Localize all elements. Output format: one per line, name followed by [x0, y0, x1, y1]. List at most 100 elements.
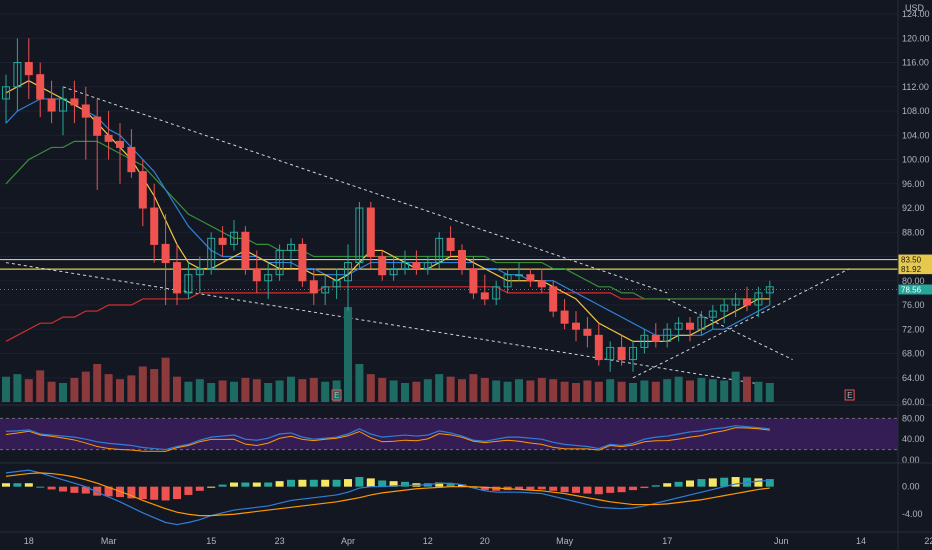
candle-body[interactable] [720, 304, 729, 312]
candle-body[interactable] [640, 334, 649, 348]
macd-histogram-bar [594, 486, 603, 495]
candle-body[interactable] [13, 62, 22, 88]
candle-body[interactable] [275, 249, 284, 276]
candle-body[interactable] [537, 280, 546, 288]
candle-body[interactable] [765, 286, 774, 294]
macd-histogram-bar [70, 486, 79, 493]
candle-body[interactable] [298, 243, 307, 282]
candle-body[interactable] [81, 104, 90, 118]
volume-bar [230, 381, 238, 402]
candle-body[interactable] [446, 237, 455, 251]
candle-body[interactable] [469, 268, 478, 294]
candle-body[interactable] [344, 262, 352, 282]
candle-body[interactable] [594, 334, 603, 361]
candle-body[interactable] [435, 237, 444, 264]
candle-body[interactable] [674, 322, 683, 330]
candle-body[interactable] [708, 310, 717, 318]
candle-body[interactable] [526, 274, 535, 282]
candle-body[interactable] [321, 286, 330, 294]
candle-body[interactable] [606, 346, 615, 361]
candle-body[interactable] [401, 262, 409, 270]
candle-body[interactable] [230, 231, 238, 245]
candle-body[interactable] [150, 207, 159, 245]
candle-body[interactable] [560, 310, 569, 324]
earnings-marker-label: E [334, 391, 339, 400]
earnings-marker[interactable] [331, 389, 342, 401]
candle-body[interactable] [378, 256, 387, 276]
macd-histogram-bar [515, 486, 523, 490]
candle-body[interactable] [127, 146, 136, 173]
candle-body[interactable] [458, 249, 466, 270]
candle-body[interactable] [572, 322, 580, 330]
candle-body[interactable] [241, 231, 250, 270]
candle-body[interactable] [184, 274, 193, 294]
candle-body[interactable] [2, 86, 10, 100]
candle-body[interactable] [138, 171, 147, 209]
candle-body[interactable] [366, 207, 375, 258]
macd-histogram-bar [161, 486, 170, 501]
candle-body[interactable] [480, 292, 489, 300]
candle-body[interactable] [651, 334, 660, 342]
volume-bar [195, 379, 204, 402]
macd-histogram-bar [309, 479, 318, 487]
candle-body[interactable] [207, 237, 216, 270]
candle-body[interactable] [24, 62, 33, 76]
candle-body[interactable] [549, 286, 558, 312]
macd-histogram-bar [2, 483, 10, 487]
rsi-pane[interactable]: 80.00 40.00 0.00 [0, 404, 932, 465]
candle-body[interactable] [731, 298, 740, 306]
candle-body[interactable] [743, 298, 751, 306]
candle-body[interactable] [264, 274, 273, 282]
macd-histogram-bar [332, 479, 341, 487]
volume-bar [309, 377, 318, 402]
candle-body[interactable] [629, 346, 637, 361]
candle-body[interactable] [59, 98, 67, 112]
price-axis[interactable]: USD 124.00 120.00 116.00 112.00 108.00 104.00… [898, 3, 932, 407]
price-tick-label: 60.00 [902, 397, 925, 407]
price-tick-label: 116.00 [902, 58, 929, 68]
candle-body[interactable] [412, 262, 421, 270]
candle-body[interactable] [70, 98, 79, 106]
candle-body[interactable] [309, 280, 318, 294]
candle-body[interactable] [583, 328, 592, 336]
volume-bar [332, 380, 341, 402]
candle-body[interactable] [287, 243, 295, 251]
candle-body[interactable] [93, 116, 102, 136]
volume-bar [446, 376, 455, 402]
candle-body[interactable] [116, 140, 124, 148]
volume-bar [298, 379, 307, 402]
volume-bar [765, 383, 774, 402]
candle-body[interactable] [173, 262, 181, 294]
candle-body[interactable] [355, 207, 364, 264]
candle-body[interactable] [47, 98, 56, 112]
candle-body[interactable] [36, 74, 45, 100]
candle-body[interactable] [492, 286, 501, 300]
volume-bar [47, 381, 56, 402]
candle-body[interactable] [617, 346, 626, 361]
price-tick-label: 64.00 [902, 373, 925, 383]
candle-body[interactable] [195, 268, 204, 276]
candle-body[interactable] [754, 292, 763, 306]
price-tick-label: 92.00 [902, 203, 925, 213]
candle-body[interactable] [161, 243, 170, 264]
candle-body[interactable] [104, 134, 113, 142]
candle-body[interactable] [503, 274, 512, 288]
candle-body[interactable] [218, 237, 227, 245]
candle-body[interactable] [697, 316, 706, 330]
candles[interactable] [2, 38, 774, 372]
volume-bar [366, 374, 375, 402]
candle-body[interactable] [663, 328, 672, 342]
earnings-marker[interactable] [844, 389, 855, 401]
price-badge [898, 284, 932, 295]
candle-body[interactable] [389, 268, 398, 276]
candle-body[interactable] [515, 274, 523, 277]
candle-body[interactable] [252, 268, 261, 282]
candle-body[interactable] [332, 280, 341, 288]
candle-body[interactable] [423, 262, 432, 270]
macd-pane[interactable]: 0.00 -4.00 [0, 462, 932, 526]
time-tick-label: Apr [341, 536, 355, 546]
candle-body[interactable] [686, 322, 694, 330]
